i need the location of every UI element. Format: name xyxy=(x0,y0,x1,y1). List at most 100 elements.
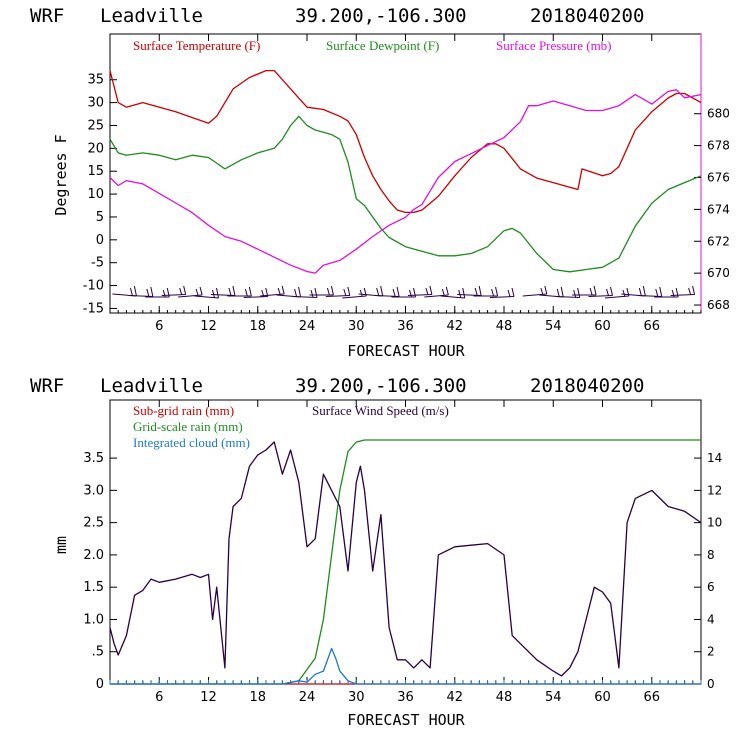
wind-barb-feather xyxy=(544,285,548,295)
wind-barb-feather xyxy=(458,289,462,298)
wind-barb-feather xyxy=(277,287,281,295)
wind-barb-feather xyxy=(162,289,166,298)
wind-barb-shaft xyxy=(588,295,613,297)
wind-barb-feather xyxy=(133,285,137,297)
wind-barb-feather xyxy=(573,289,577,298)
wind-barb-shaft xyxy=(457,294,482,296)
panel2-xlabel: FORECAST HOUR xyxy=(347,711,465,729)
wind-barb-feather xyxy=(593,285,597,296)
wind-barb-feather xyxy=(671,289,675,298)
panel1-xlabel: FORECAST HOUR xyxy=(347,342,465,360)
x-tick-label: 24 xyxy=(299,690,316,705)
y-tick-label: -5 xyxy=(91,256,104,271)
wind-barb-feather xyxy=(425,287,429,295)
series-line-1 xyxy=(109,115,702,273)
x-tick-label: 54 xyxy=(545,690,562,705)
wind-barb-feather xyxy=(326,287,330,296)
y-tick-label: 20 xyxy=(87,141,104,156)
legend-entry: Integrated cloud (mm) xyxy=(133,435,250,450)
y-tick-label: 35 xyxy=(87,73,104,88)
wind-barb-shaft xyxy=(292,296,318,298)
y2-tick-label: 8 xyxy=(707,548,715,562)
y-tick-label: 0 xyxy=(96,677,104,692)
y-tick-label: -15 xyxy=(83,301,104,316)
wind-barb-feather xyxy=(491,288,495,297)
wind-barb-feather xyxy=(495,286,499,297)
wind-barb-shaft xyxy=(407,294,432,296)
y2-tick-label: 668 xyxy=(707,298,730,312)
y2-tick-label: 0 xyxy=(707,677,715,691)
wind-barb-feather xyxy=(343,288,347,296)
wind-barb-shaft xyxy=(342,295,367,299)
wind-barb-feather xyxy=(129,287,133,296)
wind-barb-feather xyxy=(347,286,351,296)
wind-barb-feather xyxy=(692,285,696,295)
y2-tick-label: 6 xyxy=(707,580,715,594)
wind-barb-feather xyxy=(298,286,302,298)
wind-barb-feather xyxy=(474,287,478,296)
x-tick-label: 24 xyxy=(299,319,316,334)
series-line-2 xyxy=(110,647,701,685)
x-tick-label: 42 xyxy=(446,690,463,705)
precip-wind-panel: 6 12 18 24 30 36 42 48 54 60 660.51.01.52.02.53.03… xyxy=(83,399,722,705)
wind-barb-feather xyxy=(359,289,363,297)
series-line-1 xyxy=(110,439,701,685)
wind-barb-feather xyxy=(330,285,334,296)
wind-barb-feather xyxy=(462,287,466,299)
wind-barb-feather xyxy=(622,289,626,297)
wind-barb-shaft xyxy=(243,296,268,298)
wind-barb-feather xyxy=(540,287,544,295)
x-tick-label: 18 xyxy=(249,690,266,705)
wind-barb-feather xyxy=(281,285,285,295)
temperature-panel: 6 12 18 24 30 36 42 48 54 60 66 -15 -10 -5 0 5 10 15 20 25 3… xyxy=(83,33,730,334)
legend-entry: Surface Dewpoint (F) xyxy=(326,38,439,53)
wind-barb-feather xyxy=(606,288,609,296)
series-line-2 xyxy=(109,89,702,274)
wind-barb-shaft xyxy=(440,295,465,299)
wind-barb-feather xyxy=(655,288,659,297)
y-tick-label: 0 xyxy=(96,233,104,248)
wind-barb-feather xyxy=(589,287,593,296)
x-tick-label: 48 xyxy=(496,690,513,705)
wind-barb-feather xyxy=(688,287,692,295)
y2-tick-label: 10 xyxy=(707,516,722,530)
wind-barb-feather xyxy=(507,289,511,297)
y2-tick-label: 14 xyxy=(707,451,722,465)
wind-barb-feather xyxy=(396,286,400,297)
series-line-0 xyxy=(109,69,702,214)
x-tick-label: 60 xyxy=(594,690,611,705)
legend-entry: Sub-grid rain (mm) xyxy=(133,403,234,418)
y-tick-label: 10 xyxy=(87,187,104,202)
x-tick-label: 30 xyxy=(348,319,365,334)
y2-tick-label: 4 xyxy=(707,612,715,626)
wind-barb-shaft xyxy=(210,294,235,296)
wind-barb-feather xyxy=(409,289,412,298)
wind-barb-feather xyxy=(445,286,449,296)
legend-entry: Grid-scale rain (mm) xyxy=(133,419,243,434)
wind-barb-shaft xyxy=(604,295,629,299)
wind-barb-shaft xyxy=(375,295,400,297)
wind-barb-shaft xyxy=(637,295,662,297)
y2-tick-label: 672 xyxy=(707,234,730,248)
x-tick-label: 6 xyxy=(155,319,163,334)
x-tick-label: 12 xyxy=(200,319,217,334)
x-tick-label: 30 xyxy=(348,690,365,705)
header2-coords: 39.200,-106.300 xyxy=(295,375,467,397)
x-tick-label: 60 xyxy=(594,319,611,334)
wind-barb-feather xyxy=(314,287,318,298)
wind-barb-feather xyxy=(441,288,445,296)
legend-entry: Surface Wind Speed (m/s) xyxy=(312,403,449,418)
y2-tick-label: 674 xyxy=(707,202,730,216)
wind-barb-shaft xyxy=(128,295,153,297)
x-tick-label: 6 xyxy=(155,690,163,705)
wind-barb-feather xyxy=(199,286,203,296)
y-tick-label: 30 xyxy=(87,96,104,111)
wind-barb-feather xyxy=(511,287,515,297)
wind-barb-shaft xyxy=(555,296,580,298)
y2-tick-label: 678 xyxy=(707,139,730,153)
x-tick-label: 36 xyxy=(397,319,414,334)
series-line-3 xyxy=(109,441,702,677)
header-coords: 39.200,-106.300 xyxy=(295,5,467,27)
y2-tick-label: 676 xyxy=(707,170,730,184)
wind-barb-feather xyxy=(392,288,396,297)
